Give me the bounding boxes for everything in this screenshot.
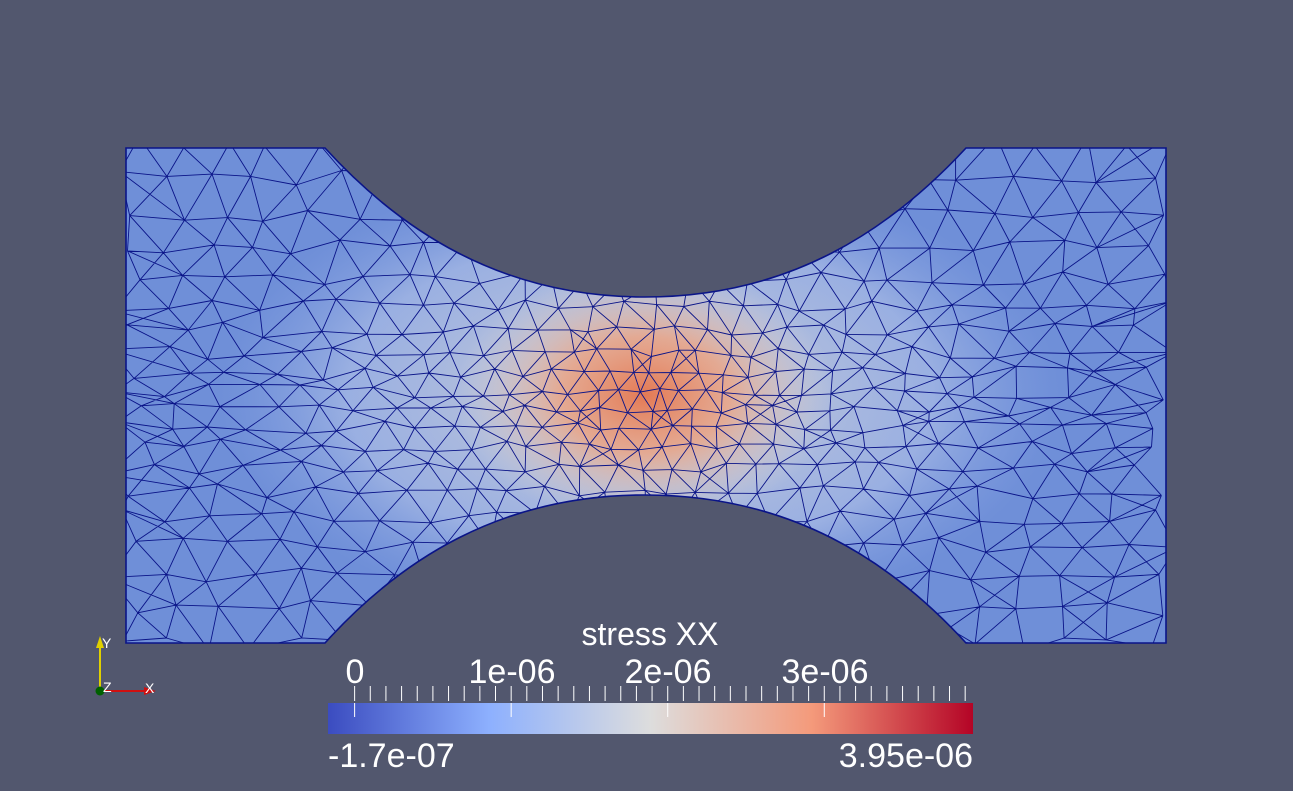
legend-range-min: -1.7e-07 bbox=[328, 737, 455, 775]
legend-tick-label: 0 bbox=[345, 653, 365, 691]
legend-title: stress XX bbox=[581, 616, 719, 652]
mesh-outline bbox=[125, 147, 1167, 644]
legend-tick-label: 2e-06 bbox=[624, 653, 712, 691]
x-axis-label: X bbox=[145, 680, 155, 696]
colorbar-ticks bbox=[354, 686, 966, 717]
legend-range-max: 3.95e-06 bbox=[838, 737, 973, 775]
legend-tick-label: 3e-06 bbox=[781, 653, 869, 691]
colorbar bbox=[328, 703, 973, 734]
legend-tick-label: 1e-06 bbox=[468, 653, 556, 691]
z-axis-dot bbox=[95, 686, 105, 696]
y-axis-label: Y bbox=[102, 635, 112, 651]
x-axis-arrow bbox=[144, 687, 156, 695]
y-axis-arrow bbox=[96, 636, 104, 648]
z-axis-label: Z bbox=[103, 679, 112, 695]
orientation-axes[interactable] bbox=[95, 636, 157, 696]
